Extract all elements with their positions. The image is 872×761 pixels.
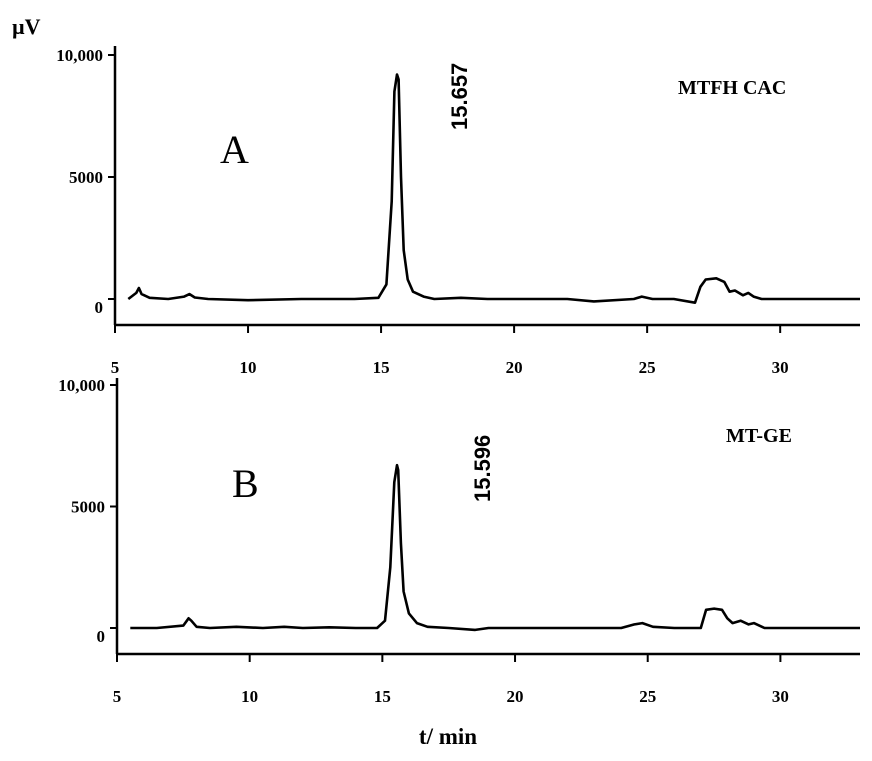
panel-a-x-tick-label: 30 (772, 358, 789, 377)
panel-a: 0 5000 10,000 5 10 15 20 25 30 A MTFH CAC 15.657 (56, 46, 860, 377)
panel-b: 0 5000 10,000 5 10 15 20 25 30 B MT-GE 15.596 (58, 376, 860, 706)
panel-a-y-tick-label: 10,000 (56, 46, 103, 65)
panel-a-x-tick-label: 20 (506, 358, 523, 377)
panel-a-y-tick-label: 0 (95, 298, 104, 317)
panel-a-chromatogram-trace (127, 73, 860, 304)
x-axis-label: t/ min (419, 724, 477, 749)
panel-b-sample-label: MT-GE (726, 425, 792, 447)
panel-b-x-tick-label: 20 (507, 687, 524, 706)
panel-b-x-tick-label: 25 (639, 687, 656, 706)
panel-b-marks: 0 5000 10,000 5 10 15 20 25 30 (58, 376, 860, 706)
panel-a-sample-label: MTFH CAC (678, 77, 786, 99)
panel-b-y-tick-label: 5000 (71, 498, 105, 517)
panel-b-chromatogram-trace (130, 463, 860, 632)
panel-a-letter: A (220, 127, 249, 172)
panel-b-x-tick-label: 30 (772, 687, 789, 706)
panel-a-peak-label: 15.657 (447, 63, 472, 130)
panel-b-y-tick-label: 10,000 (58, 376, 105, 395)
panel-a-y-tick-label: 5000 (69, 168, 103, 187)
panel-a-x-tick-label: 10 (240, 358, 257, 377)
panel-b-y-tick-label: 0 (97, 627, 106, 646)
panel-b-x-tick-label: 10 (241, 687, 258, 706)
panel-a-x-tick-label: 5 (111, 358, 120, 377)
y-unit-label: µV (12, 14, 41, 39)
panel-b-letter: B (232, 461, 259, 506)
panel-b-x-tick-label: 15 (374, 687, 391, 706)
panel-b-x-tick-label: 5 (113, 687, 122, 706)
panel-b-peak-label: 15.596 (470, 435, 495, 502)
panel-a-x-tick-label: 25 (639, 358, 656, 377)
panel-a-marks: 0 5000 10,000 5 10 15 20 25 30 (56, 46, 860, 377)
panel-a-x-tick-label: 15 (373, 358, 390, 377)
